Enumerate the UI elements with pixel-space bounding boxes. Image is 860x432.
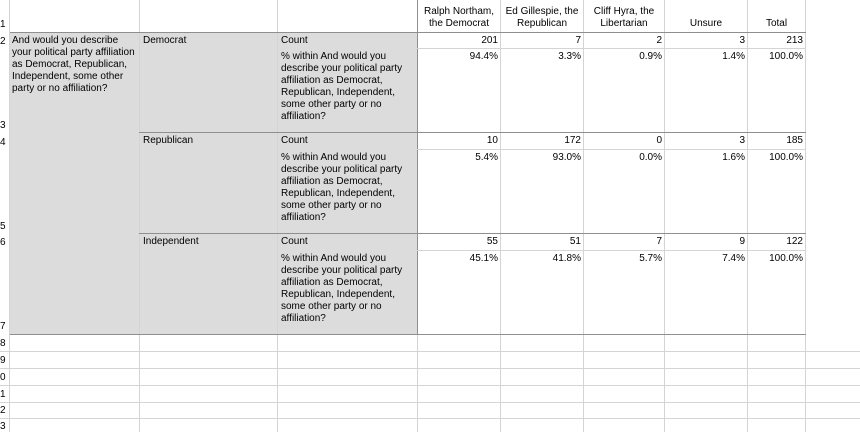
group-label-independent[interactable]: Independent (143, 236, 199, 247)
question-label[interactable]: And would you describe your political pa… (12, 35, 135, 94)
gridline (0, 385, 860, 386)
row-number[interactable]: 7 (0, 321, 6, 332)
count-cell[interactable]: 2 (656, 35, 662, 46)
row-number[interactable]: 9 (0, 355, 6, 366)
percent-cell[interactable]: 0.9% (639, 51, 662, 62)
gridline (139, 132, 806, 133)
count-cell[interactable]: 10 (486, 135, 498, 146)
percent-cell[interactable]: 5.4% (475, 152, 498, 163)
column-header-hyra[interactable]: Cliff Hyra, the Libertarian (593, 6, 655, 29)
gridline (9, 0, 10, 432)
gridline (0, 402, 860, 403)
column-header-northam[interactable]: Ralph Northam, the Democrat (423, 6, 495, 29)
group-label-republican[interactable]: Republican (143, 135, 194, 146)
count-label[interactable]: Count (281, 236, 308, 247)
count-cell[interactable]: 185 (786, 135, 803, 146)
count-cell[interactable]: 55 (486, 236, 498, 247)
count-cell[interactable]: 3 (739, 135, 745, 146)
column-header-total[interactable]: Total (765, 18, 788, 29)
percent-cell[interactable]: 93.0% (552, 152, 581, 163)
row-number[interactable]: 6 (0, 237, 6, 248)
row-number[interactable]: 3 (0, 421, 6, 432)
percent-cell[interactable]: 45.1% (469, 253, 498, 264)
row-number[interactable]: 5 (0, 221, 6, 232)
gridline (664, 0, 665, 432)
count-label[interactable]: Count (281, 35, 308, 46)
row-number[interactable]: 4 (0, 137, 6, 148)
row-number[interactable]: 2 (0, 405, 6, 416)
group-label-democrat[interactable]: Democrat (143, 35, 187, 46)
row-number[interactable]: 1 (0, 19, 6, 30)
count-cell[interactable]: 9 (739, 236, 745, 247)
percent-label[interactable]: % within And would you describe your pol… (281, 51, 403, 122)
gridline (0, 351, 860, 352)
gridline (139, 233, 806, 234)
gridline (583, 0, 584, 432)
count-cell[interactable]: 172 (564, 135, 581, 146)
row-number[interactable]: 2 (0, 36, 6, 47)
gridline (10, 32, 806, 33)
percent-cell[interactable]: 0.0% (639, 152, 662, 163)
row-number[interactable]: 1 (0, 389, 6, 400)
gridline (10, 334, 806, 335)
gridline (417, 250, 806, 251)
percent-cell[interactable]: 100.0% (769, 51, 803, 62)
count-label[interactable]: Count (281, 135, 308, 146)
gridline (139, 0, 140, 432)
gridline (417, 335, 418, 432)
percent-cell[interactable]: 7.4% (722, 253, 745, 264)
count-cell[interactable]: 7 (656, 236, 662, 247)
count-cell[interactable]: 122 (786, 236, 803, 247)
percent-cell[interactable]: 100.0% (769, 152, 803, 163)
gridline (417, 48, 806, 49)
percent-cell[interactable]: 100.0% (769, 253, 803, 264)
percent-label[interactable]: % within And would you describe your pol… (281, 152, 403, 223)
percent-label[interactable]: % within And would you describe your pol… (281, 253, 403, 324)
count-cell[interactable]: 201 (481, 35, 498, 46)
row-label-shading (10, 33, 417, 335)
percent-cell[interactable]: 3.3% (558, 51, 581, 62)
gridline (500, 0, 501, 432)
gridline (0, 368, 860, 369)
gridline (417, 0, 418, 335)
row-number[interactable]: 8 (0, 338, 6, 349)
gridline (277, 0, 278, 432)
count-cell[interactable]: 51 (569, 236, 581, 247)
percent-cell[interactable]: 1.4% (722, 51, 745, 62)
count-cell[interactable]: 7 (575, 35, 581, 46)
row-number[interactable]: 0 (0, 372, 6, 383)
percent-cell[interactable]: 5.7% (639, 253, 662, 264)
row-number[interactable]: 3 (0, 120, 6, 131)
count-cell[interactable]: 3 (739, 35, 745, 46)
column-header-gillespie[interactable]: Ed Gillespie, the Republican (505, 6, 579, 29)
gridline (805, 0, 806, 432)
count-cell[interactable]: 213 (786, 35, 803, 46)
percent-cell[interactable]: 41.8% (552, 253, 581, 264)
gridline (0, 418, 860, 419)
gridline (417, 149, 806, 150)
percent-cell[interactable]: 1.6% (722, 152, 745, 163)
count-cell[interactable]: 0 (656, 135, 662, 146)
percent-cell[interactable]: 94.4% (469, 51, 498, 62)
gridline (747, 0, 748, 432)
column-header-unsure[interactable]: Unsure (689, 18, 723, 29)
